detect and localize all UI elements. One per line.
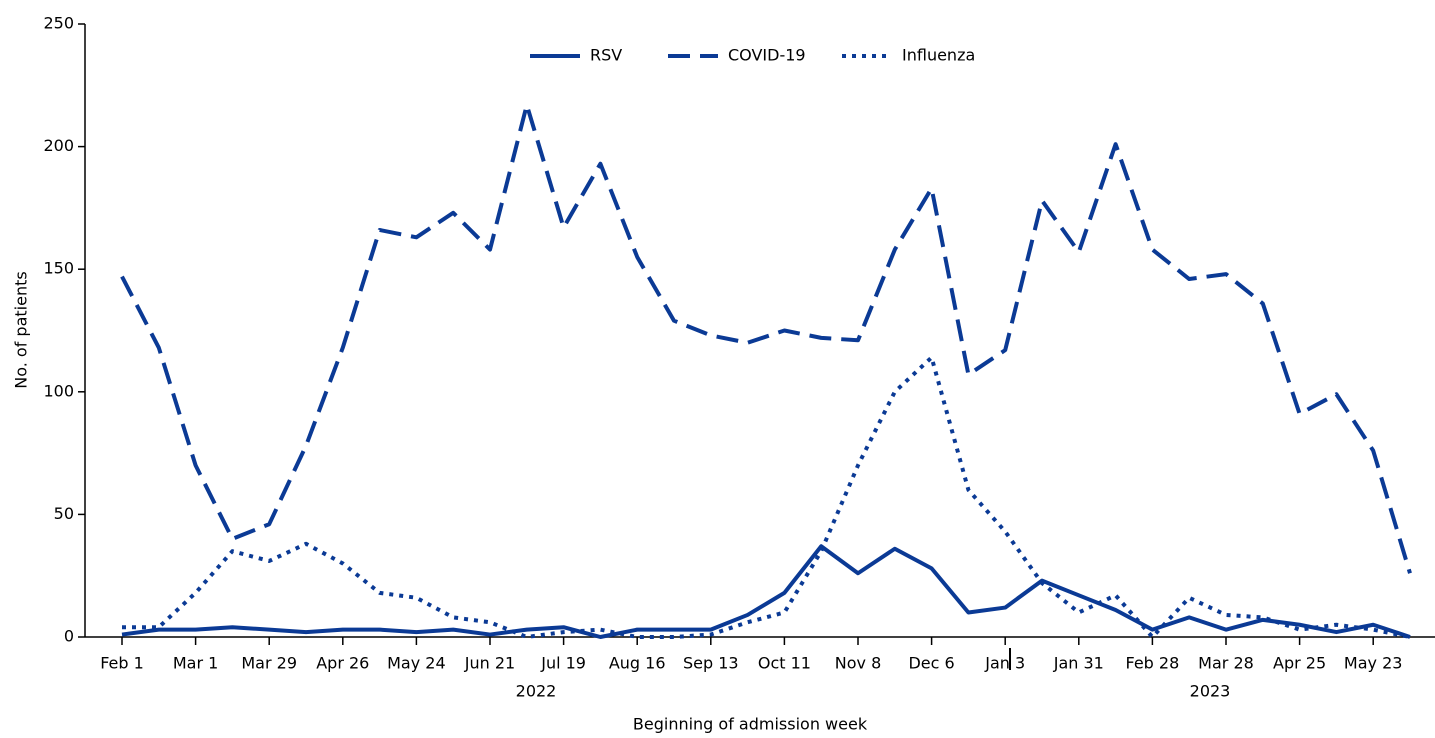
y-tick-label: 250: [43, 14, 74, 33]
series-line: [121, 544, 1411, 639]
legend-label: RSV: [590, 46, 622, 65]
y-tick-label: 50: [54, 504, 74, 523]
x-tick-label: Jan 3: [984, 654, 1025, 673]
series-line: [122, 355, 1411, 639]
x-tick-label: Jun 21: [464, 654, 515, 673]
x-tick-label: Nov 8: [835, 654, 882, 673]
x-tick-label: Oct 11: [758, 654, 811, 673]
x-tick-label: Sep 13: [683, 654, 739, 673]
y-tick-label: 100: [43, 381, 74, 400]
x-tick-label: Mar 28: [1198, 654, 1254, 673]
y-tick-label: 150: [43, 259, 74, 278]
x-axis-label: Beginning of admission week: [633, 715, 868, 734]
x-tick-label: Mar 1: [173, 654, 218, 673]
x-tick-label: Jan 31: [1053, 654, 1104, 673]
legend-label: COVID-19: [728, 46, 806, 65]
y-axis-label: No. of patients: [12, 271, 31, 388]
year-label: 2023: [1190, 682, 1231, 701]
x-tick-label: Apr 26: [316, 654, 369, 673]
x-tick-label: Mar 29: [241, 654, 297, 673]
y-tick-label: 200: [43, 136, 74, 155]
x-tick-label: May 24: [387, 654, 446, 673]
x-tick-label: Aug 16: [609, 654, 666, 673]
year-label: 2022: [516, 682, 557, 701]
x-tick-label: Jul 19: [540, 654, 586, 673]
x-tick-label: May 23: [1344, 654, 1403, 673]
x-tick-label: Feb 28: [1126, 654, 1180, 673]
x-tick-label: Dec 6: [908, 654, 954, 673]
x-tick-label: Feb 1: [100, 654, 144, 673]
y-tick-label: 0: [64, 627, 74, 646]
series-line: [120, 102, 1412, 574]
legend-label: Influenza: [902, 46, 975, 65]
x-tick-label: Apr 25: [1273, 654, 1326, 673]
